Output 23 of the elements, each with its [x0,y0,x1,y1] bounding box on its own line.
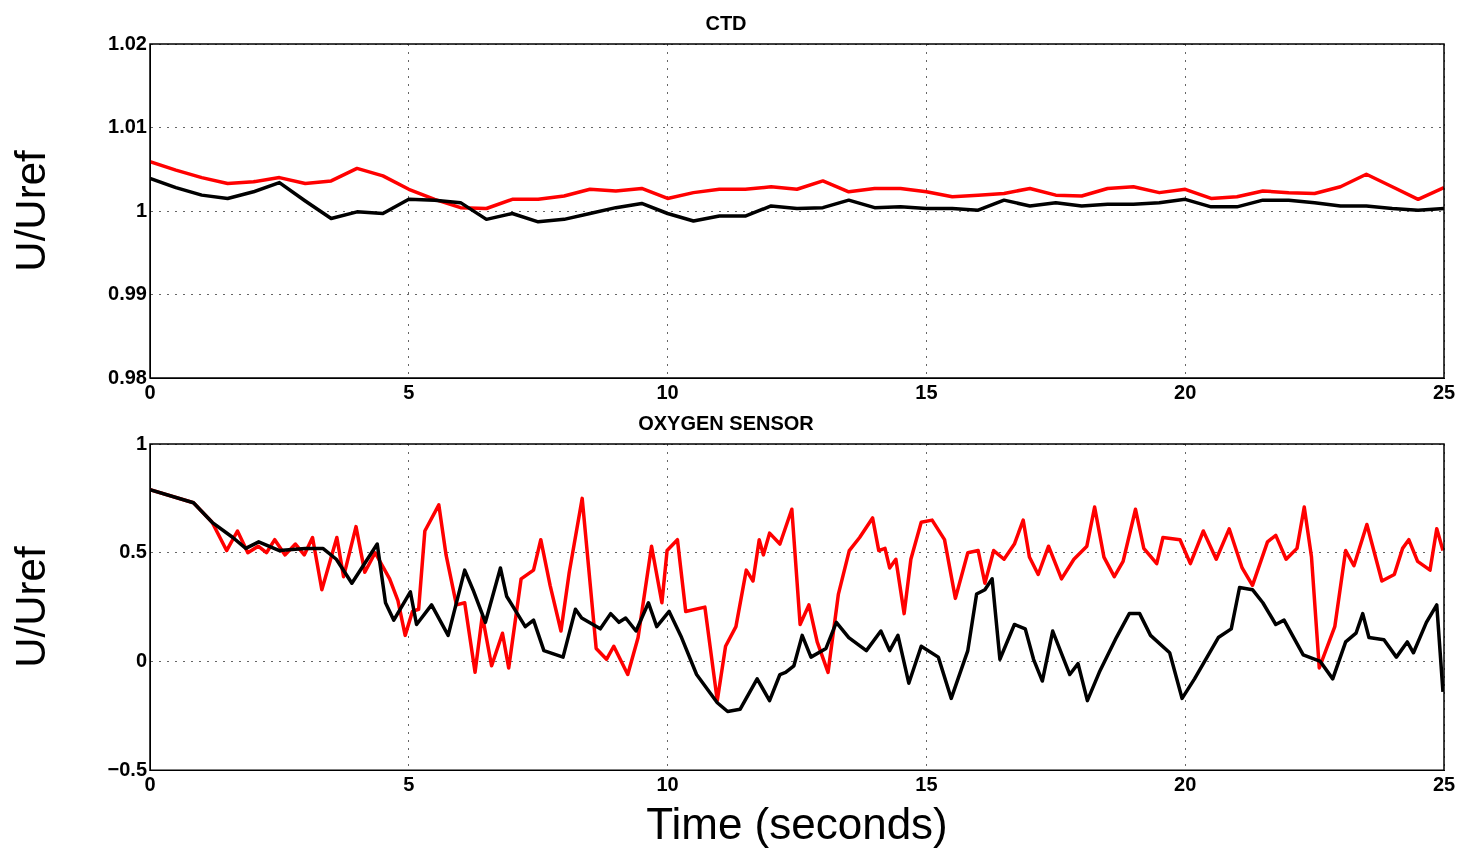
x-axis-title: Time (seconds) [646,798,948,848]
x-tick-label: 10 [656,380,679,403]
x-tick-label: 5 [403,772,415,795]
x-tick-label: 25 [1432,380,1456,403]
x-tick-label: 20 [1174,772,1197,795]
y-axis-title: U/Uref [6,150,54,272]
y-tick-label: 1.02 [108,31,147,54]
chart-title: OXYGEN SENSOR [638,411,815,434]
y-tick-label: 0.5 [119,540,147,563]
x-tick-label: 20 [1174,380,1197,403]
y-tick-label: 0 [135,648,147,671]
y-tick-label: 0.99 [108,282,147,305]
y-tick-label: 1 [135,198,147,221]
y-axis-title: U/Uref [6,546,54,668]
y-tick-label: 1 [135,431,147,454]
y-tick-label: 1.01 [108,115,147,138]
x-tick-label: 15 [915,380,938,403]
x-tick-label: 5 [403,380,415,403]
x-tick-label: 10 [656,772,679,795]
x-tick-label: 25 [1432,772,1456,795]
x-tick-label: 15 [915,772,938,795]
y-tick-label: 0.98 [108,365,147,388]
chart-title: CTD [705,11,747,34]
